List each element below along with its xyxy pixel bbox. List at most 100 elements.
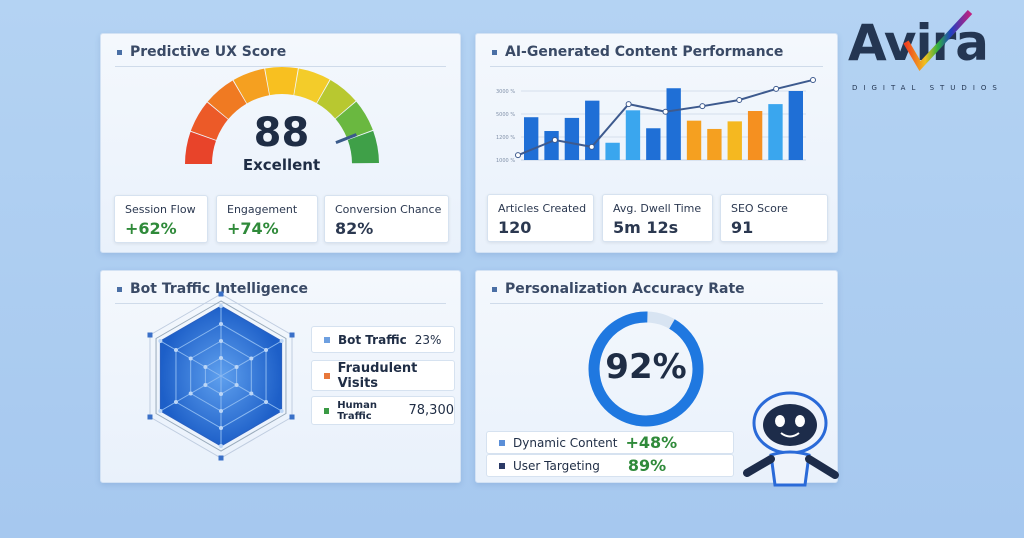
title-text: Bot Traffic Intelligence xyxy=(130,281,309,297)
legend-fraudulent-visits: Fraudulent Visits xyxy=(311,360,455,391)
gauge-segment xyxy=(207,80,247,120)
gauge-segment xyxy=(294,68,330,104)
radar-node xyxy=(279,339,284,343)
stat-articles-created: Articles Created 120 xyxy=(487,194,594,242)
bar xyxy=(605,142,620,160)
score-value: 88 xyxy=(253,110,310,156)
stat-dwell-time: Avg. Dwell Time 5m 12s xyxy=(602,194,713,242)
radar-node xyxy=(203,365,208,369)
radar-node xyxy=(249,356,254,361)
gauge-segment xyxy=(190,102,228,141)
bar xyxy=(625,110,641,160)
stat-conversion-chance: Conversion Chance 82% xyxy=(324,195,449,243)
gauge-segment xyxy=(317,79,356,119)
radar-frame xyxy=(155,300,287,452)
radar-node xyxy=(279,409,284,413)
radar-vertex xyxy=(218,455,224,461)
legend-bot-traffic: Bot Traffic 23% xyxy=(311,326,455,353)
gauge-segment xyxy=(347,130,379,164)
bar xyxy=(686,120,702,160)
title-text: Predictive UX Score xyxy=(130,44,287,60)
radar-node xyxy=(234,365,239,369)
gauge-segment xyxy=(335,101,373,140)
trend-point xyxy=(662,108,669,115)
content-performance-panel: AI-Generated Content Performance 3000 % 5… xyxy=(475,33,838,253)
radar-chart xyxy=(147,291,295,461)
bar xyxy=(524,117,539,160)
radar-node xyxy=(188,391,193,396)
radar-node xyxy=(219,444,223,448)
bar xyxy=(666,88,681,160)
gauge-segment xyxy=(265,67,298,96)
trend-point xyxy=(588,143,595,150)
radar-node xyxy=(249,391,254,396)
bar xyxy=(747,111,763,160)
radar-vertex xyxy=(289,332,295,338)
score-rating: Excellent xyxy=(242,156,321,174)
bar xyxy=(544,131,559,160)
accuracy-value: 92% xyxy=(605,347,687,387)
radar-node xyxy=(158,339,163,343)
bar xyxy=(564,117,580,160)
stat-seo-score: SEO Score 91 xyxy=(720,194,828,242)
y-tick-label: 1200 % xyxy=(496,135,515,141)
logo-subtitle: DIGITAL STUDIOS xyxy=(852,84,1003,92)
radar-node xyxy=(219,392,223,396)
trend-point xyxy=(625,101,632,108)
radar-vertex xyxy=(218,291,224,297)
trend-point xyxy=(551,136,558,143)
panel-title: Predictive UX Score xyxy=(117,44,286,60)
gauge-segment xyxy=(185,131,216,164)
radar-node xyxy=(173,400,178,404)
bar xyxy=(768,104,783,160)
trend-point xyxy=(773,85,780,92)
title-text: Personalization Accuracy Rate xyxy=(505,281,745,297)
radar-node xyxy=(203,383,208,387)
radar-node xyxy=(219,304,223,308)
radar-node xyxy=(264,348,269,352)
accuracy-ring xyxy=(588,311,704,427)
predictive-ux-panel: Predictive UX Score 88 Excellent Session… xyxy=(100,33,461,253)
robot-mascot-icon xyxy=(743,391,839,487)
title-text: AI-Generated Content Performance xyxy=(505,44,784,60)
radar-node xyxy=(219,356,223,360)
bar xyxy=(585,100,600,160)
radar-vertex xyxy=(147,414,153,420)
radar-node xyxy=(219,426,223,430)
radar-node xyxy=(173,348,178,352)
panel-title: Bot Traffic Intelligence xyxy=(117,281,308,297)
y-tick-label: 1000 % xyxy=(496,158,515,164)
bar xyxy=(727,121,742,160)
score-gauge xyxy=(185,67,379,164)
stat-engagement: Engagement +74% xyxy=(216,195,318,243)
radar-node xyxy=(264,400,269,404)
radar-node xyxy=(158,409,163,413)
trend-point xyxy=(515,152,521,159)
legend-human-traffic: Human Traffic 78,300 xyxy=(311,396,455,425)
trend-point xyxy=(699,103,706,110)
y-tick-label: 3000 % xyxy=(496,89,515,95)
radar-node xyxy=(234,383,239,387)
item-user-targeting: User Targeting 89% xyxy=(486,454,734,477)
bar xyxy=(788,91,803,160)
radar-node xyxy=(219,339,223,343)
bar xyxy=(646,128,661,160)
item-dynamic-content: Dynamic Content +48% xyxy=(486,431,734,454)
logo: Avira DIGITAL STUDIOS xyxy=(848,8,1018,98)
radar-node xyxy=(219,322,223,326)
ring-fill xyxy=(588,311,704,427)
radar-node xyxy=(188,356,193,361)
trend-point xyxy=(810,76,816,83)
bot-traffic-panel: Bot Traffic Intelligence Bot Traffic 23% … xyxy=(100,270,461,483)
panel-title: AI-Generated Content Performance xyxy=(492,44,783,60)
gauge-segment xyxy=(233,68,270,104)
radar-node xyxy=(219,409,223,413)
bar xyxy=(707,128,722,160)
stat-session-flow: Session Flow +62% xyxy=(114,195,208,243)
panel-title: Personalization Accuracy Rate xyxy=(492,281,745,297)
radar-vertex xyxy=(147,332,153,338)
y-tick-label: 5000 % xyxy=(496,112,515,118)
radar-vertex xyxy=(289,414,295,420)
content-bar-chart: 3000 % 5000 % 1200 % 1000 % xyxy=(496,76,816,164)
gauge-needle xyxy=(335,133,357,145)
